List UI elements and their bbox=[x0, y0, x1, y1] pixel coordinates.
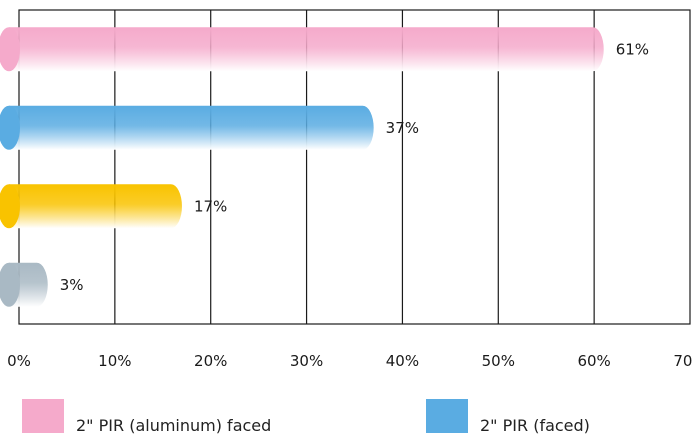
bar-body bbox=[9, 184, 182, 229]
legend-swatch-aluminum bbox=[22, 398, 64, 433]
legend-item-faced: 2" PIR (faced) bbox=[426, 396, 590, 435]
bar bbox=[0, 262, 48, 307]
legend-label-faced: 2" PIR (faced) bbox=[480, 416, 590, 435]
legend-label-aluminum: 2" PIR (aluminum) faced bbox=[76, 416, 272, 435]
bar-cap bbox=[0, 184, 20, 229]
bar bbox=[0, 27, 604, 72]
data-label: 37% bbox=[386, 119, 419, 137]
bar-body bbox=[9, 262, 48, 307]
data-label: 3% bbox=[60, 276, 84, 294]
x-tick-label: 20% bbox=[194, 352, 227, 370]
bar-cap bbox=[0, 105, 20, 150]
legend-swatch-faced bbox=[426, 398, 468, 433]
x-tick-label: 40% bbox=[386, 352, 419, 370]
data-label: 61% bbox=[616, 40, 649, 58]
bar bbox=[0, 105, 374, 150]
x-tick-label: 70% bbox=[673, 352, 692, 370]
bar-cap bbox=[0, 27, 20, 72]
bar bbox=[0, 184, 182, 229]
data-label: 17% bbox=[194, 197, 227, 215]
x-tick-label: 50% bbox=[482, 352, 515, 370]
x-tick-label: 0% bbox=[7, 352, 31, 370]
x-tick-label: 60% bbox=[577, 352, 610, 370]
bar-body bbox=[9, 27, 604, 72]
legend-item-aluminum: 2" PIR (aluminum) faced bbox=[22, 396, 271, 435]
bar-body bbox=[9, 105, 374, 150]
bar-cap bbox=[0, 262, 20, 307]
x-tick-label: 10% bbox=[98, 352, 131, 370]
x-tick-label: 30% bbox=[290, 352, 323, 370]
